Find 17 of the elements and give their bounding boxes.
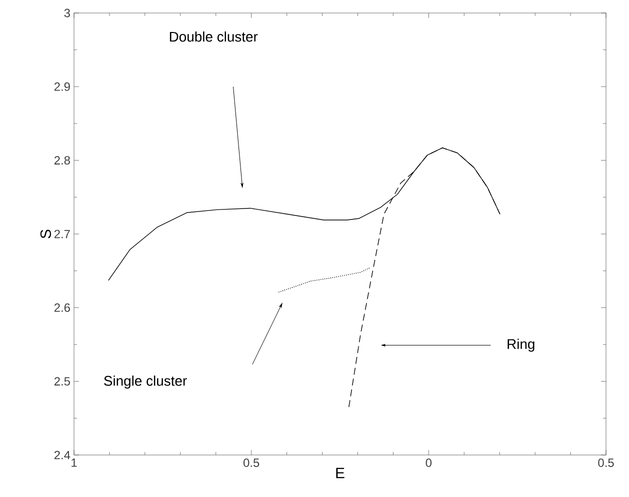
y-tick-label: 2.4 (54, 450, 70, 460)
x-tick-label: 0.5 (243, 458, 260, 467)
annotation: Double cluster (170, 31, 258, 42)
annotation: Ring (508, 338, 534, 352)
y-tick-label: 3 (64, 8, 70, 18)
x-tick-label: 0.5 (598, 458, 614, 467)
y-tick-label: 2.7 (54, 230, 70, 238)
y-tick-label: 2.6 (54, 303, 70, 312)
y-tick-label: 2.5 (54, 377, 70, 386)
x-axis-title: E (336, 468, 344, 478)
y-tick-label: 2.8 (54, 156, 70, 165)
y-axis-title: S (40, 230, 51, 238)
x-tick-label: 0 (426, 458, 432, 467)
annotation: Single cluster (104, 376, 187, 389)
line-series (278, 268, 370, 293)
y-tick-label: 2.9 (54, 82, 70, 91)
x-tick-label: 1 (72, 458, 77, 467)
